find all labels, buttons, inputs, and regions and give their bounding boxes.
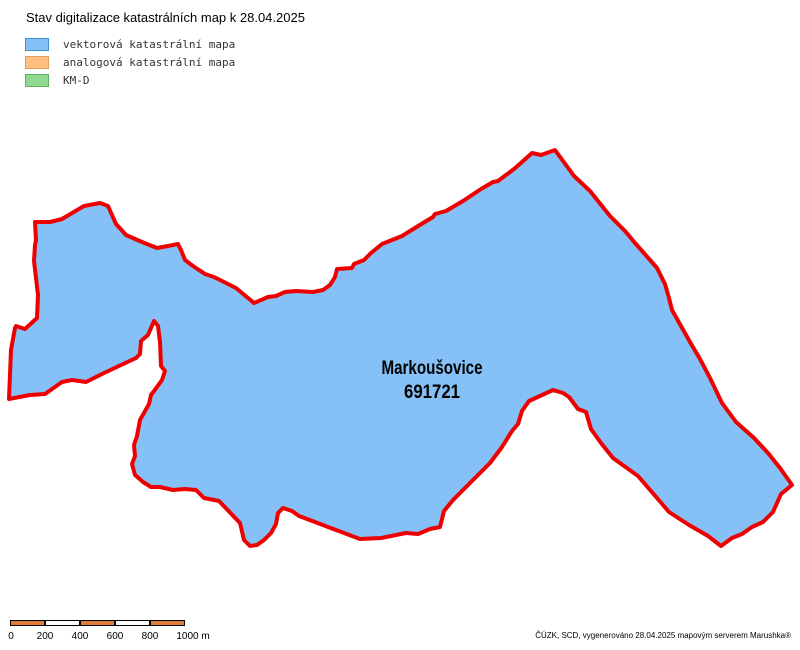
scale-bar-segment [80,620,115,626]
map-credit: ČÚZK, SCD, vygenerováno 28.04.2025 mapov… [535,631,791,640]
scale-tick-label: 800 [141,631,159,642]
scale-bar-segment [115,620,150,626]
scale-bar-segment [150,620,185,626]
legend-swatch-kmd [25,73,49,87]
scale-tick-label: 400 [71,631,89,642]
map-title: Stav digitalizace katastrálních map k 28… [26,10,305,25]
scale-tick-label: 200 [36,631,54,642]
legend: vektorová katastrální mapa analogová kat… [25,35,235,89]
legend-item-analog: analogová katastrální mapa [25,53,235,71]
scale-bar-segment [45,620,80,626]
legend-swatch-vector [25,37,49,51]
cadastral-area-polygon[interactable] [7,148,794,548]
scale-tick-label: 600 [106,631,124,642]
scale-tick-label: 0 [8,631,14,642]
scale-bar-segment [10,620,45,626]
legend-label-analog: analogová katastrální mapa [63,55,236,69]
scale-tick-label: 1000 m [176,631,210,642]
area-code-label: 691721 [404,382,460,403]
legend-item-vector: vektorová katastrální mapa [25,35,235,53]
legend-label-vector: vektorová katastrální mapa [63,37,236,51]
area-name-label: Markoušovice [382,358,483,379]
legend-swatch-analog [25,55,49,69]
legend-item-kmd: KM-D [25,71,235,89]
legend-label-kmd: KM-D [63,73,90,87]
